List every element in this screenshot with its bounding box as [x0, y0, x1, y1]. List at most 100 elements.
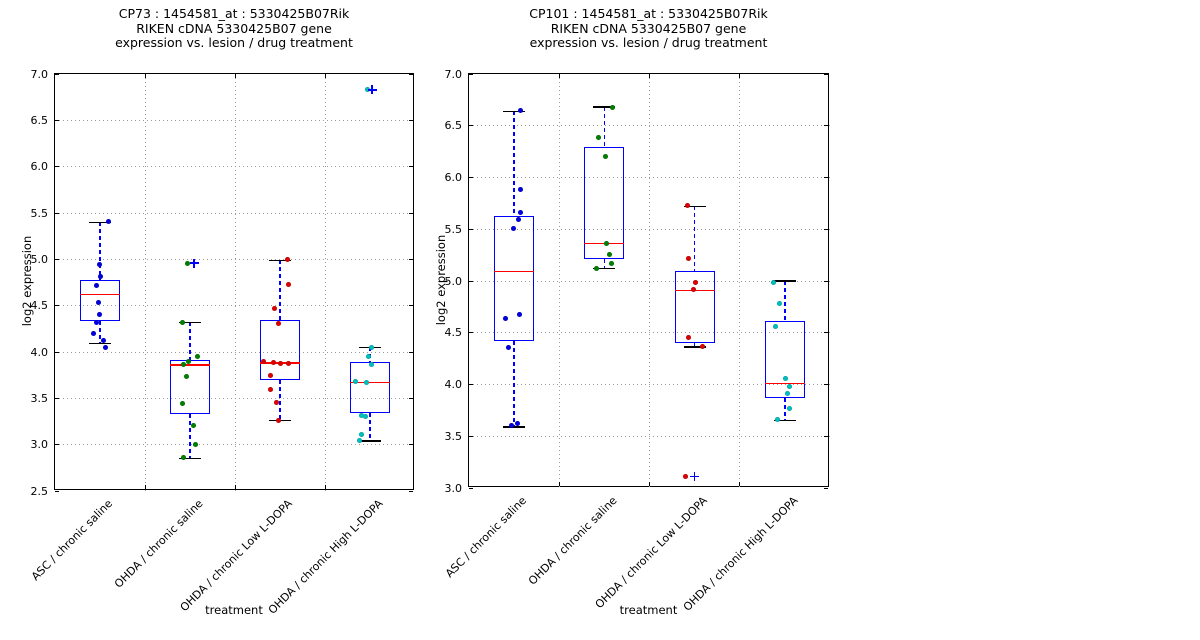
- y-tick-label: 6.0: [30, 160, 49, 174]
- whisker-cap: [683, 205, 706, 208]
- whisker-line: [369, 413, 371, 441]
- x-tick-mark: [649, 74, 650, 78]
- whisker-line: [189, 414, 191, 459]
- scatter-point: [96, 311, 102, 317]
- scatter-point: [685, 202, 691, 208]
- flier-plus-icon: [189, 258, 199, 268]
- scatter-point: [93, 319, 99, 325]
- flier-plus-v: [193, 258, 195, 268]
- y-tick-mark: [469, 228, 473, 230]
- flier-plus-v: [693, 472, 696, 482]
- whisker-line: [513, 111, 515, 216]
- scatter-point: [95, 300, 101, 306]
- y-tick-mark: [824, 435, 828, 437]
- axes-cp101: 3.0 3.5 4.0 4.5 5.0 5.5 6.0 6.5 7.0 ASC / chronic…: [443, 68, 830, 614]
- y-tick-label: 5.5: [444, 222, 463, 236]
- y-tick-mark: [409, 490, 413, 492]
- scatter-point: [368, 361, 374, 367]
- x-axis-label-cp73: treatment: [205, 603, 263, 617]
- y-tick-mark: [409, 351, 413, 353]
- x-tick-mark: [144, 74, 146, 78]
- scatter-point: [352, 379, 358, 385]
- x-tick-mark: [558, 74, 560, 78]
- scatter-point: [184, 260, 190, 266]
- y-tick-mark: [55, 305, 59, 307]
- y-tick-label: 6.5: [444, 119, 463, 133]
- scatter-point: [365, 354, 371, 360]
- y-tick-mark: [469, 435, 473, 437]
- median-line: [170, 364, 210, 366]
- whisker-cap: [359, 440, 381, 442]
- scatter-point: [358, 413, 364, 419]
- y-tick-label: 3.5: [444, 429, 463, 443]
- scatter-point: [358, 431, 364, 437]
- y-tick-mark: [824, 384, 828, 385]
- y-tick-mark: [55, 490, 59, 492]
- y-tick-label: 3.0: [30, 438, 49, 452]
- scatter-point: [180, 455, 186, 461]
- scatter-point: [285, 360, 291, 366]
- whisker-cap: [269, 259, 291, 261]
- scatter-point: [508, 423, 514, 429]
- x-gridline: [649, 74, 650, 488]
- scatter-point: [271, 305, 277, 311]
- y-tick-mark: [409, 444, 413, 446]
- y-tick-mark: [55, 212, 59, 214]
- y-tick-mark: [824, 487, 828, 489]
- scatter-point: [502, 315, 508, 321]
- x-tick-mark: [144, 485, 146, 489]
- scatter-point: [777, 301, 783, 307]
- y-tick-label: 7.0: [444, 67, 463, 81]
- x-tick-mark: [649, 482, 650, 486]
- scatter-point: [787, 384, 793, 390]
- y-tick-mark: [469, 332, 473, 334]
- scatter-point: [773, 324, 779, 330]
- y-tick-label: 7.0: [30, 67, 49, 81]
- y-tick-mark: [469, 73, 473, 75]
- y-tick-mark: [469, 384, 473, 385]
- scatter-point: [514, 421, 520, 427]
- box: [80, 279, 120, 322]
- y-tick-mark: [409, 212, 413, 214]
- x-gridline: [739, 74, 741, 488]
- plot-title-line: expression vs. lesion / drug treatment: [115, 35, 353, 50]
- y-tick-mark: [409, 119, 413, 121]
- box: [494, 215, 535, 342]
- axes-cp73: 2.5 3.0 3.5 4.0 4.5 5.0 5.5 6.0 6.5 7.0 ASC / chro…: [29, 68, 415, 617]
- scatter-point: [775, 417, 781, 423]
- box: [584, 147, 625, 260]
- scatter-point: [180, 362, 186, 368]
- y-tick-label: 4.0: [30, 345, 49, 359]
- y-tick-label: 4.0: [444, 378, 463, 391]
- y-tick-mark: [409, 305, 413, 307]
- scatter-point: [275, 320, 281, 326]
- y-tick-mark: [55, 351, 59, 353]
- whisker-cap: [773, 419, 796, 422]
- plot-title-line: RIKEN cDNA 5330425B07 gene: [136, 20, 332, 36]
- y-tick-mark: [469, 487, 473, 489]
- flier-plus-v: [371, 85, 373, 95]
- box: [764, 321, 805, 398]
- scatter-point: [517, 210, 523, 216]
- whisker-cap: [503, 426, 526, 428]
- x-tick-label: OHDA / chronic saline: [111, 497, 206, 591]
- whisker-cap: [593, 106, 616, 108]
- scatter-point: [285, 281, 291, 287]
- x-tick-mark: [739, 74, 741, 78]
- x-gridline: [324, 74, 326, 491]
- scatter-point: [275, 418, 281, 424]
- whisker-line: [279, 379, 281, 421]
- y-tick-label: 5.5: [30, 206, 49, 220]
- scatter-point: [686, 255, 692, 261]
- x-gridline: [144, 74, 146, 491]
- scatter-point: [700, 343, 706, 349]
- scatter-point: [510, 225, 516, 231]
- x-axis-label-cp101: treatment: [619, 603, 678, 617]
- scatter-point: [185, 358, 191, 364]
- scatter-point: [179, 319, 185, 325]
- x-tick-mark: [558, 482, 560, 486]
- y-tick-mark: [409, 166, 413, 168]
- scatter-point: [505, 344, 511, 350]
- box: [350, 362, 390, 414]
